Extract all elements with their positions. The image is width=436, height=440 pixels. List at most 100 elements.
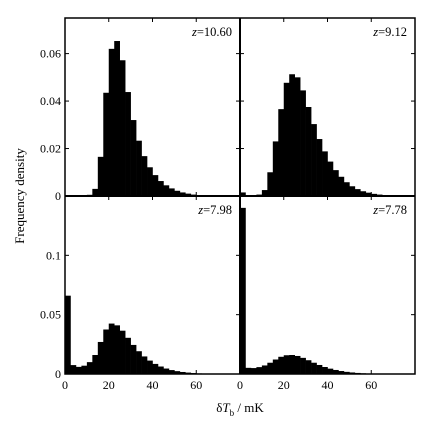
panel-label-var: z <box>191 25 197 39</box>
histogram-bar <box>311 362 317 374</box>
histogram-bar <box>371 193 378 196</box>
panel-label: z=7.78 <box>372 203 407 217</box>
histogram-bar <box>272 141 279 196</box>
y-tick-label: 0.02 <box>40 142 61 156</box>
panel-3: z=7.98 <box>65 203 232 374</box>
histogram-bar <box>97 156 104 196</box>
histogram-bar <box>174 371 181 374</box>
histogram-bar <box>261 190 268 196</box>
x-tick-label: 60 <box>365 378 377 392</box>
x-tick-label: 20 <box>278 378 290 392</box>
x-tick-label: 0 <box>62 378 68 392</box>
histogram-bar <box>354 189 361 196</box>
histogram-bar <box>360 191 367 196</box>
y-tick-label: 0 <box>55 367 61 381</box>
histogram-bar <box>261 365 268 374</box>
x-tick-label: 60 <box>190 378 202 392</box>
panel-label-var: z <box>372 25 378 39</box>
x-axis-label-var: T <box>222 400 230 415</box>
histogram-bar <box>70 365 77 374</box>
x-tick-label: 40 <box>322 378 334 392</box>
histogram-bar <box>349 372 356 374</box>
histogram-bar <box>278 356 285 374</box>
histogram-bar <box>136 140 142 196</box>
histogram-bar <box>125 92 131 196</box>
histogram-bar <box>338 176 345 196</box>
histogram-bar <box>250 368 257 374</box>
histogram-bar <box>157 181 164 196</box>
y-tick-label: 0 <box>55 189 61 203</box>
histogram-bar <box>349 186 356 196</box>
panel-4: z=7.78 <box>240 203 407 374</box>
histogram-bar <box>245 367 252 374</box>
histogram-bar <box>283 82 290 196</box>
histogram-bar <box>327 368 334 374</box>
histogram-bar <box>108 48 115 196</box>
panel-label: z=7.98 <box>197 203 232 217</box>
histogram-bar <box>168 370 175 374</box>
histogram-bar <box>152 175 159 196</box>
histogram-bar <box>130 120 137 196</box>
histogram-bar <box>283 355 290 374</box>
panel-label-value: =7.98 <box>203 203 232 217</box>
histogram-bar <box>147 360 153 374</box>
histogram-bar <box>179 371 186 374</box>
histogram-bar <box>311 124 317 196</box>
x-axis-label: δTb / mK <box>216 400 264 418</box>
histogram-bar <box>152 363 159 374</box>
y-tick-label: 0.06 <box>40 47 61 61</box>
panel-label: z=9.12 <box>372 25 407 39</box>
y-tick-label: 0.05 <box>40 308 61 322</box>
histogram-bar <box>240 207 246 374</box>
histogram-bar <box>75 366 82 374</box>
histogram-bar <box>289 355 295 374</box>
panel-label-var: z <box>372 203 378 217</box>
panel-label: z=10.60 <box>191 25 232 39</box>
histogram-bar <box>92 188 99 196</box>
panel-label-var: z <box>197 203 203 217</box>
histogram-bar <box>81 365 88 374</box>
x-tick-label: 20 <box>103 378 115 392</box>
histogram-bar <box>92 355 99 374</box>
histogram-bar <box>256 367 263 374</box>
histogram-bar <box>136 351 142 374</box>
histogram-bar <box>327 161 334 196</box>
histogram-bar <box>157 366 164 374</box>
x-axis-label-sub: b <box>230 408 235 418</box>
panel-2: z=9.12 <box>240 25 407 196</box>
x-axis-label-prefix: δ <box>216 400 222 415</box>
y-tick-label: 0.04 <box>40 94 61 108</box>
panel-label-value: =10.60 <box>197 25 232 39</box>
histogram-bar <box>65 295 71 374</box>
histogram-bar <box>114 41 120 196</box>
histogram-bar <box>86 362 93 374</box>
histogram-bar <box>289 74 295 196</box>
histogram-bar <box>343 371 350 374</box>
panel-label-value: =7.78 <box>378 203 407 217</box>
histogram-bar <box>185 193 192 196</box>
histogram-bar <box>322 151 328 196</box>
panel-label-value: =9.12 <box>378 25 407 39</box>
x-tick-label: 40 <box>147 378 159 392</box>
histogram-bar <box>365 192 372 196</box>
histogram-bar <box>305 360 312 374</box>
histogram-bar <box>108 323 115 374</box>
histogram-bar <box>119 330 126 374</box>
histogram-bar <box>119 60 126 196</box>
histogram-bar <box>300 90 306 196</box>
histogram-bar <box>174 190 181 196</box>
histogram-bar <box>125 337 131 374</box>
histogram-bar <box>141 156 148 196</box>
x-tick-label: 0 <box>237 378 243 392</box>
y-tick-label: 0.1 <box>46 248 61 262</box>
histogram-bar <box>147 167 153 196</box>
histogram-bar <box>168 188 175 196</box>
histogram-bar <box>322 367 328 374</box>
histogram-bar <box>97 341 104 374</box>
histogram-bar <box>163 368 170 374</box>
histogram-bar <box>338 371 345 374</box>
histogram-bar <box>343 182 350 196</box>
histogram-bar <box>332 170 339 196</box>
histogram-bar <box>114 325 120 374</box>
